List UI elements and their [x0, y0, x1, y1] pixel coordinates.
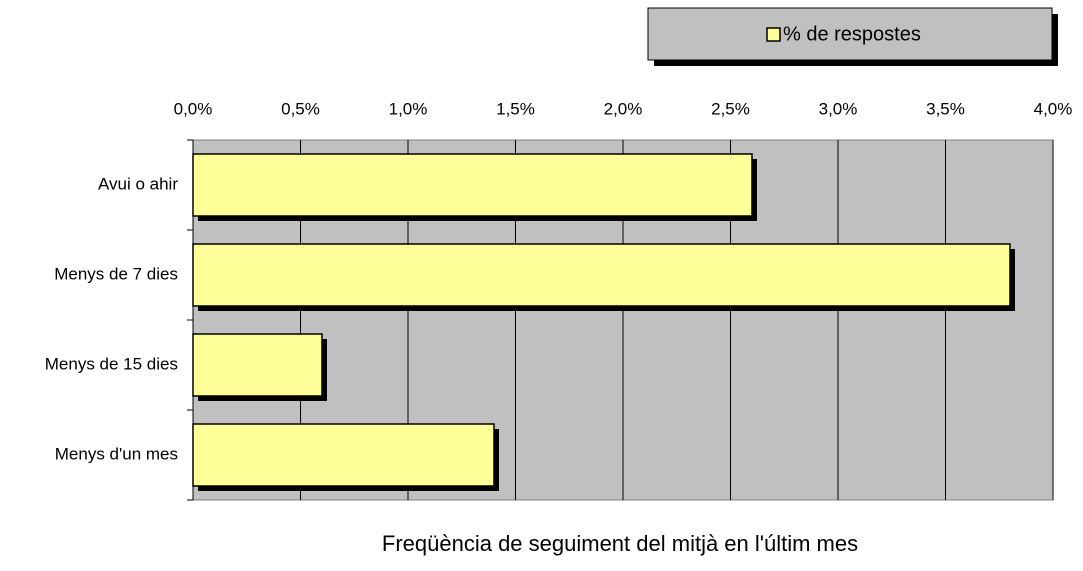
- x-tick-label: 2,0%: [604, 99, 643, 118]
- y-tick-label: Menys de 15 dies: [45, 354, 178, 373]
- x-tick-label: 1,0%: [389, 99, 428, 118]
- x-tick-label: 1,5%: [496, 99, 535, 118]
- y-tick-label: Menys de 7 dies: [54, 264, 178, 283]
- y-tick-label: Menys d'un mes: [55, 444, 178, 463]
- bar: [192, 243, 1011, 307]
- legend-swatch: [766, 27, 781, 42]
- legend-label: % de respostes: [783, 23, 921, 45]
- bar: [192, 423, 495, 487]
- bar: [192, 333, 323, 397]
- x-tick-label: 0,0%: [174, 99, 213, 118]
- x-tick-label: 2,5%: [711, 99, 750, 118]
- y-tick-label: Avui o ahir: [98, 174, 178, 193]
- x-tick-label: 4,0%: [1034, 99, 1073, 118]
- x-tick-label: 3,5%: [926, 99, 965, 118]
- x-tick-label: 3,0%: [819, 99, 858, 118]
- chart-title: Freqüència de seguiment del mitjà en l'ú…: [382, 531, 858, 556]
- legend: [647, 7, 1053, 61]
- bar: [192, 153, 753, 217]
- x-tick-label: 0,5%: [281, 99, 320, 118]
